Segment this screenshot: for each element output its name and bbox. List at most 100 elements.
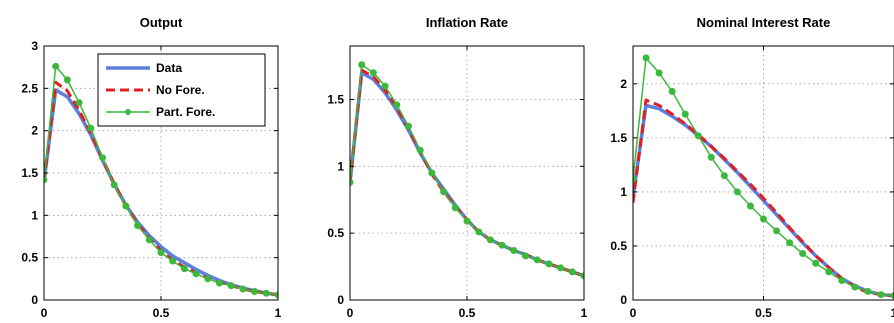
data-point-marker (825, 268, 833, 276)
data-point-marker (145, 236, 153, 244)
data-point-marker (44, 176, 48, 184)
data-point-marker (393, 101, 401, 109)
chart-panel-1: 0 0.5 1 0 0.5 1 1.5 2 2.5 3 Output Data No Fore. Part… (21, 15, 281, 320)
data-point-marker (733, 188, 741, 196)
data-point-marker (122, 202, 130, 210)
chart-title: Inflation Rate (426, 15, 508, 30)
x-tick-label: 0.5 (153, 306, 170, 320)
series-group (44, 62, 278, 299)
x-tick-label: 0 (630, 306, 637, 320)
data-point-marker (463, 217, 471, 225)
y-tick-label: 1.5 (610, 131, 627, 145)
data-point-marker (760, 215, 767, 223)
data-point-marker (668, 87, 676, 95)
data-point-marker (428, 169, 436, 177)
data-point-marker (63, 76, 71, 84)
chart-panel-3: 0 0.5 1 0 0.5 1 1.5 2 Nominal Interest Rate (610, 15, 894, 320)
y-tick-label: 1 (31, 208, 38, 222)
chart-title: Output (140, 15, 183, 30)
data-point-marker (510, 247, 518, 255)
data-point-marker (720, 172, 728, 180)
data-point-marker (694, 132, 702, 140)
data-point-marker (110, 181, 118, 189)
x-tick-label: 0 (41, 306, 48, 320)
data-point-marker (274, 291, 278, 299)
y-tick-label: 0 (31, 293, 38, 307)
data-point-marker (851, 283, 859, 291)
data-point-marker (498, 241, 506, 249)
data-point-marker (580, 272, 584, 280)
data-point-marker (773, 227, 781, 235)
legend-marker (125, 109, 131, 115)
x-tick-label: 1 (891, 306, 894, 320)
y-tick-label: 1 (620, 185, 627, 199)
y-tick-label: 2 (620, 77, 627, 91)
data-point-marker (169, 257, 177, 265)
data-point-marker (75, 99, 83, 107)
data-point-marker (568, 268, 576, 276)
data-point-marker (545, 260, 553, 268)
x-tick-label: 1 (275, 306, 282, 320)
data-point-marker (681, 110, 689, 118)
data-point-marker (192, 270, 200, 278)
data-point-marker (786, 239, 794, 247)
data-point-marker (746, 202, 754, 210)
chart-title: Nominal Interest Rate (697, 15, 831, 30)
y-tick-label: 2.5 (21, 81, 38, 95)
y-tick-label: 3 (31, 39, 38, 53)
data-point-marker (134, 221, 142, 229)
data-point-marker (877, 291, 885, 299)
x-tick-label: 0.5 (459, 306, 476, 320)
data-point-marker (369, 69, 377, 77)
data-point-marker (533, 256, 541, 264)
x-tick-label: 0 (347, 306, 354, 320)
data-point-marker (157, 249, 165, 257)
data-point-marker (227, 282, 235, 290)
data-point-marker (440, 188, 448, 196)
data-point-marker (557, 264, 565, 272)
data-point-marker (486, 236, 494, 244)
data-point-marker (180, 265, 188, 273)
y-tick-label: 1.5 (21, 166, 38, 180)
data-point-marker (405, 122, 412, 130)
data-point-marker (838, 277, 846, 285)
data-point-marker (251, 288, 259, 296)
data-point-marker (864, 287, 872, 295)
data-point-marker (522, 252, 529, 260)
legend-label-3: Part. Fore. (156, 105, 215, 119)
y-tick-label: 1.5 (327, 92, 344, 106)
data-point-marker (52, 62, 60, 70)
y-tick-label: 0.5 (21, 251, 38, 265)
data-point-marker (633, 175, 637, 183)
series-group (350, 61, 584, 280)
data-point-marker (451, 204, 459, 212)
data-point-marker (812, 259, 820, 267)
data-point-marker (799, 250, 807, 258)
data-point-marker (642, 54, 650, 62)
series-group (633, 54, 894, 300)
data-point-marker (358, 61, 366, 69)
data-point-marker (204, 275, 212, 283)
y-tick-label: 2 (31, 124, 38, 138)
legend: Data No Fore. Part. Fore. (97, 53, 266, 127)
data-point-marker (416, 146, 424, 154)
y-tick-label: 1 (337, 159, 344, 173)
y-tick-label: 0 (337, 293, 344, 307)
data-point-marker (655, 69, 663, 77)
data-point-marker (707, 153, 715, 161)
data-point-marker (87, 124, 95, 132)
y-tick-label: 0 (620, 293, 627, 307)
chart-panel-2: 0 0.5 1 0 0.5 1 1.5 Inflation Rate (327, 15, 587, 320)
legend-label-1: Data (156, 61, 182, 75)
data-point-marker (890, 292, 894, 300)
data-point-marker (350, 178, 354, 186)
data-point-marker (262, 289, 270, 297)
data-point-marker (475, 228, 483, 236)
x-tick-label: 1 (581, 306, 588, 320)
y-tick-label: 0.5 (610, 239, 627, 253)
data-point-marker (239, 285, 247, 293)
legend-label-2: No Fore. (156, 83, 205, 97)
data-point-marker (381, 82, 389, 90)
data-point-marker (99, 154, 106, 162)
